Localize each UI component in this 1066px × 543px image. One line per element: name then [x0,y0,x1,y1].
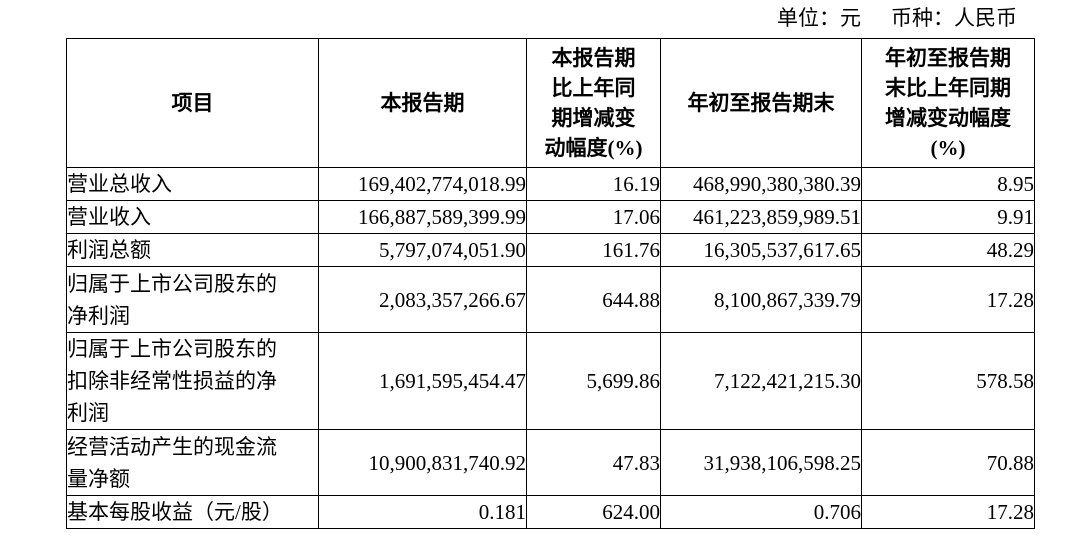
cell-item: 归属于上市公司股东的 扣除非经常性损益的净 利润 [66,332,319,430]
cell-ytd: 461,223,859,989.51 [660,200,862,234]
cell-ytd: 7,122,421,215.30 [660,332,862,430]
cell-ytd: 16,305,537,617.65 [660,233,862,267]
cell-current-period: 10,900,831,740.92 [318,429,527,496]
cell-ytd-change: 578.58 [861,332,1035,430]
cell-ytd-change: 17.28 [861,495,1035,529]
table-row: 利润总额 5,797,074,051.90 161.76 16,305,537,… [66,233,1035,267]
cell-current-period: 169,402,774,018.99 [318,167,527,201]
cell-current-period: 0.181 [318,495,527,529]
cell-ytd-change: 70.88 [861,429,1035,496]
cell-current-period-change: 161.76 [526,233,661,267]
cell-item: 营业收入 [66,200,319,234]
header-ytd: 年初至报告期末 [660,38,862,168]
cell-current-period-change: 17.06 [526,200,661,234]
cell-current-period: 2,083,357,266.67 [318,266,527,333]
cell-ytd-change: 8.95 [861,167,1035,201]
header-ytd-change: 年初至报告期 末比上年同期 增减变动幅度 (%) [861,38,1035,168]
header-current-period: 本报告期 [318,38,527,168]
unit-note: 单位：元 [777,6,861,30]
cell-ytd: 8,100,867,339.79 [660,266,862,333]
cell-current-period: 1,691,595,454.47 [318,332,527,430]
table-row: 营业总收入 169,402,774,018.99 16.19 468,990,3… [66,167,1035,201]
table-row: 基本每股收益（元/股） 0.181 624.00 0.706 17.28 [66,495,1035,529]
financial-summary-table: 项目 本报告期 本报告期 比上年同 期增减变 动幅度(%) 年初至报告期末 年初… [66,38,1035,529]
header-row: 项目 本报告期 本报告期 比上年同 期增减变 动幅度(%) 年初至报告期末 年初… [66,38,1035,168]
table-row: 营业收入 166,887,589,399.99 17.06 461,223,85… [66,200,1035,234]
cell-item: 基本每股收益（元/股） [66,495,319,529]
cell-ytd: 0.706 [660,495,862,529]
header-item: 项目 [66,38,319,168]
cell-current-period: 5,797,074,051.90 [318,233,527,267]
currency-note: 币种：人民币 [891,6,1017,30]
cell-current-period-change: 644.88 [526,266,661,333]
cell-current-period-change: 5,699.86 [526,332,661,430]
cell-ytd: 468,990,380,380.39 [660,167,862,201]
cell-current-period: 166,887,589,399.99 [318,200,527,234]
cell-ytd-change: 17.28 [861,266,1035,333]
cell-current-period-change: 16.19 [526,167,661,201]
cell-ytd-change: 9.91 [861,200,1035,234]
units-note: 单位：元 币种：人民币 [777,4,1017,32]
table-row: 归属于上市公司股东的 净利润 2,083,357,266.67 644.88 8… [66,266,1035,333]
cell-current-period-change: 624.00 [526,495,661,529]
cell-item: 经营活动产生的现金流 量净额 [66,429,319,496]
cell-item: 营业总收入 [66,167,319,201]
header-current-period-change: 本报告期 比上年同 期增减变 动幅度(%) [526,38,661,168]
cell-item: 利润总额 [66,233,319,267]
table-row: 经营活动产生的现金流 量净额 10,900,831,740.92 47.83 3… [66,429,1035,496]
cell-ytd-change: 48.29 [861,233,1035,267]
cell-item: 归属于上市公司股东的 净利润 [66,266,319,333]
cell-ytd: 31,938,106,598.25 [660,429,862,496]
table-row: 归属于上市公司股东的 扣除非经常性损益的净 利润 1,691,595,454.4… [66,332,1035,430]
cell-current-period-change: 47.83 [526,429,661,496]
